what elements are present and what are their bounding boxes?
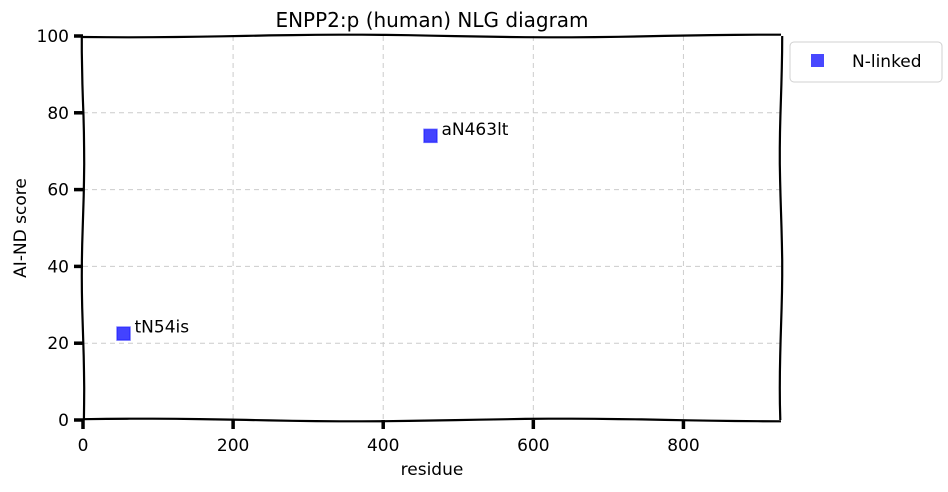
data-point-marker — [423, 128, 438, 144]
y-tick-label: 100 — [37, 27, 69, 47]
y-tick-label: 40 — [47, 257, 69, 277]
plot-frame — [80, 33, 784, 423]
data-point-marker — [116, 326, 131, 341]
legend-label-n-linked: N-linked — [852, 52, 922, 72]
data-points: tN54is aN463lt — [116, 120, 509, 341]
x-tick-label: 400 — [367, 436, 399, 456]
x-axis-title: residue — [401, 460, 464, 480]
y-tick-label: 80 — [47, 104, 69, 124]
data-point-label: aN463lt — [441, 120, 508, 140]
grid — [83, 36, 781, 420]
legend: N-linked — [789, 41, 943, 83]
axis-ticks: 0 200 400 600 800 0 20 40 60 80 100 — [37, 27, 700, 456]
y-tick-label: 0 — [58, 411, 69, 431]
x-tick-label: 0 — [78, 436, 89, 456]
y-tick-label: 20 — [47, 334, 69, 354]
chart-title: ENPP2:p (human) NLG diagram — [275, 8, 588, 32]
x-tick-label: 800 — [667, 436, 699, 456]
x-tick-label: 200 — [217, 436, 249, 456]
y-axis-title: AI-ND score — [11, 178, 31, 278]
legend-marker — [811, 54, 824, 67]
x-tick-label: 600 — [517, 436, 549, 456]
legend-box — [789, 41, 943, 83]
y-tick-label: 60 — [47, 181, 69, 201]
data-point-label: tN54is — [135, 318, 190, 338]
